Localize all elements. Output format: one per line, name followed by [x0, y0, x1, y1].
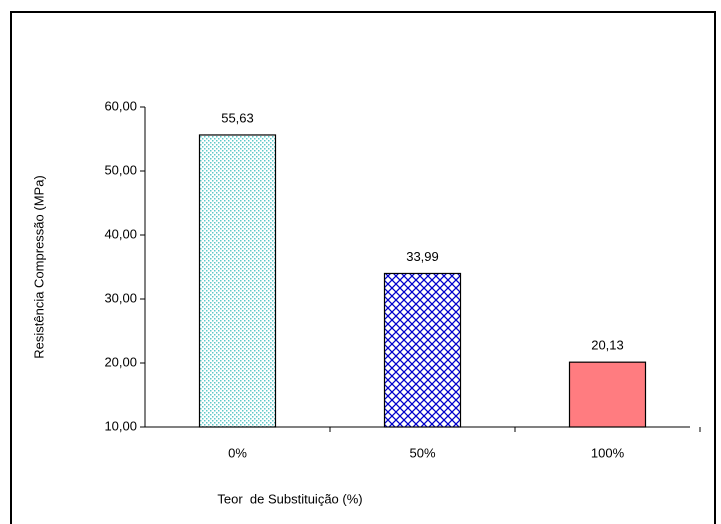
frame	[10, 11, 716, 524]
y-tick-label: 30,00	[104, 290, 137, 305]
y-axis-label: Resistência Compressão (MPa)	[31, 175, 46, 359]
bar	[198, 134, 277, 428]
x-tick-label: 50%	[409, 445, 435, 460]
bar	[568, 361, 647, 428]
y-tick-label: 50,00	[104, 162, 137, 177]
y-tick-label: 10,00	[104, 418, 137, 433]
bar	[383, 272, 462, 428]
y-tick-label: 40,00	[104, 226, 137, 241]
data-label: 55,63	[221, 110, 254, 125]
y-tick-label: 60,00	[104, 98, 137, 113]
y-tick-label: 20,00	[104, 354, 137, 369]
data-label: 20,13	[591, 338, 624, 353]
x-axis-label: Teor de Substituição (%)	[217, 491, 362, 506]
x-tick-label: 100%	[591, 445, 625, 460]
data-label: 33,99	[406, 249, 439, 264]
x-tick-label: 0%	[228, 445, 247, 460]
